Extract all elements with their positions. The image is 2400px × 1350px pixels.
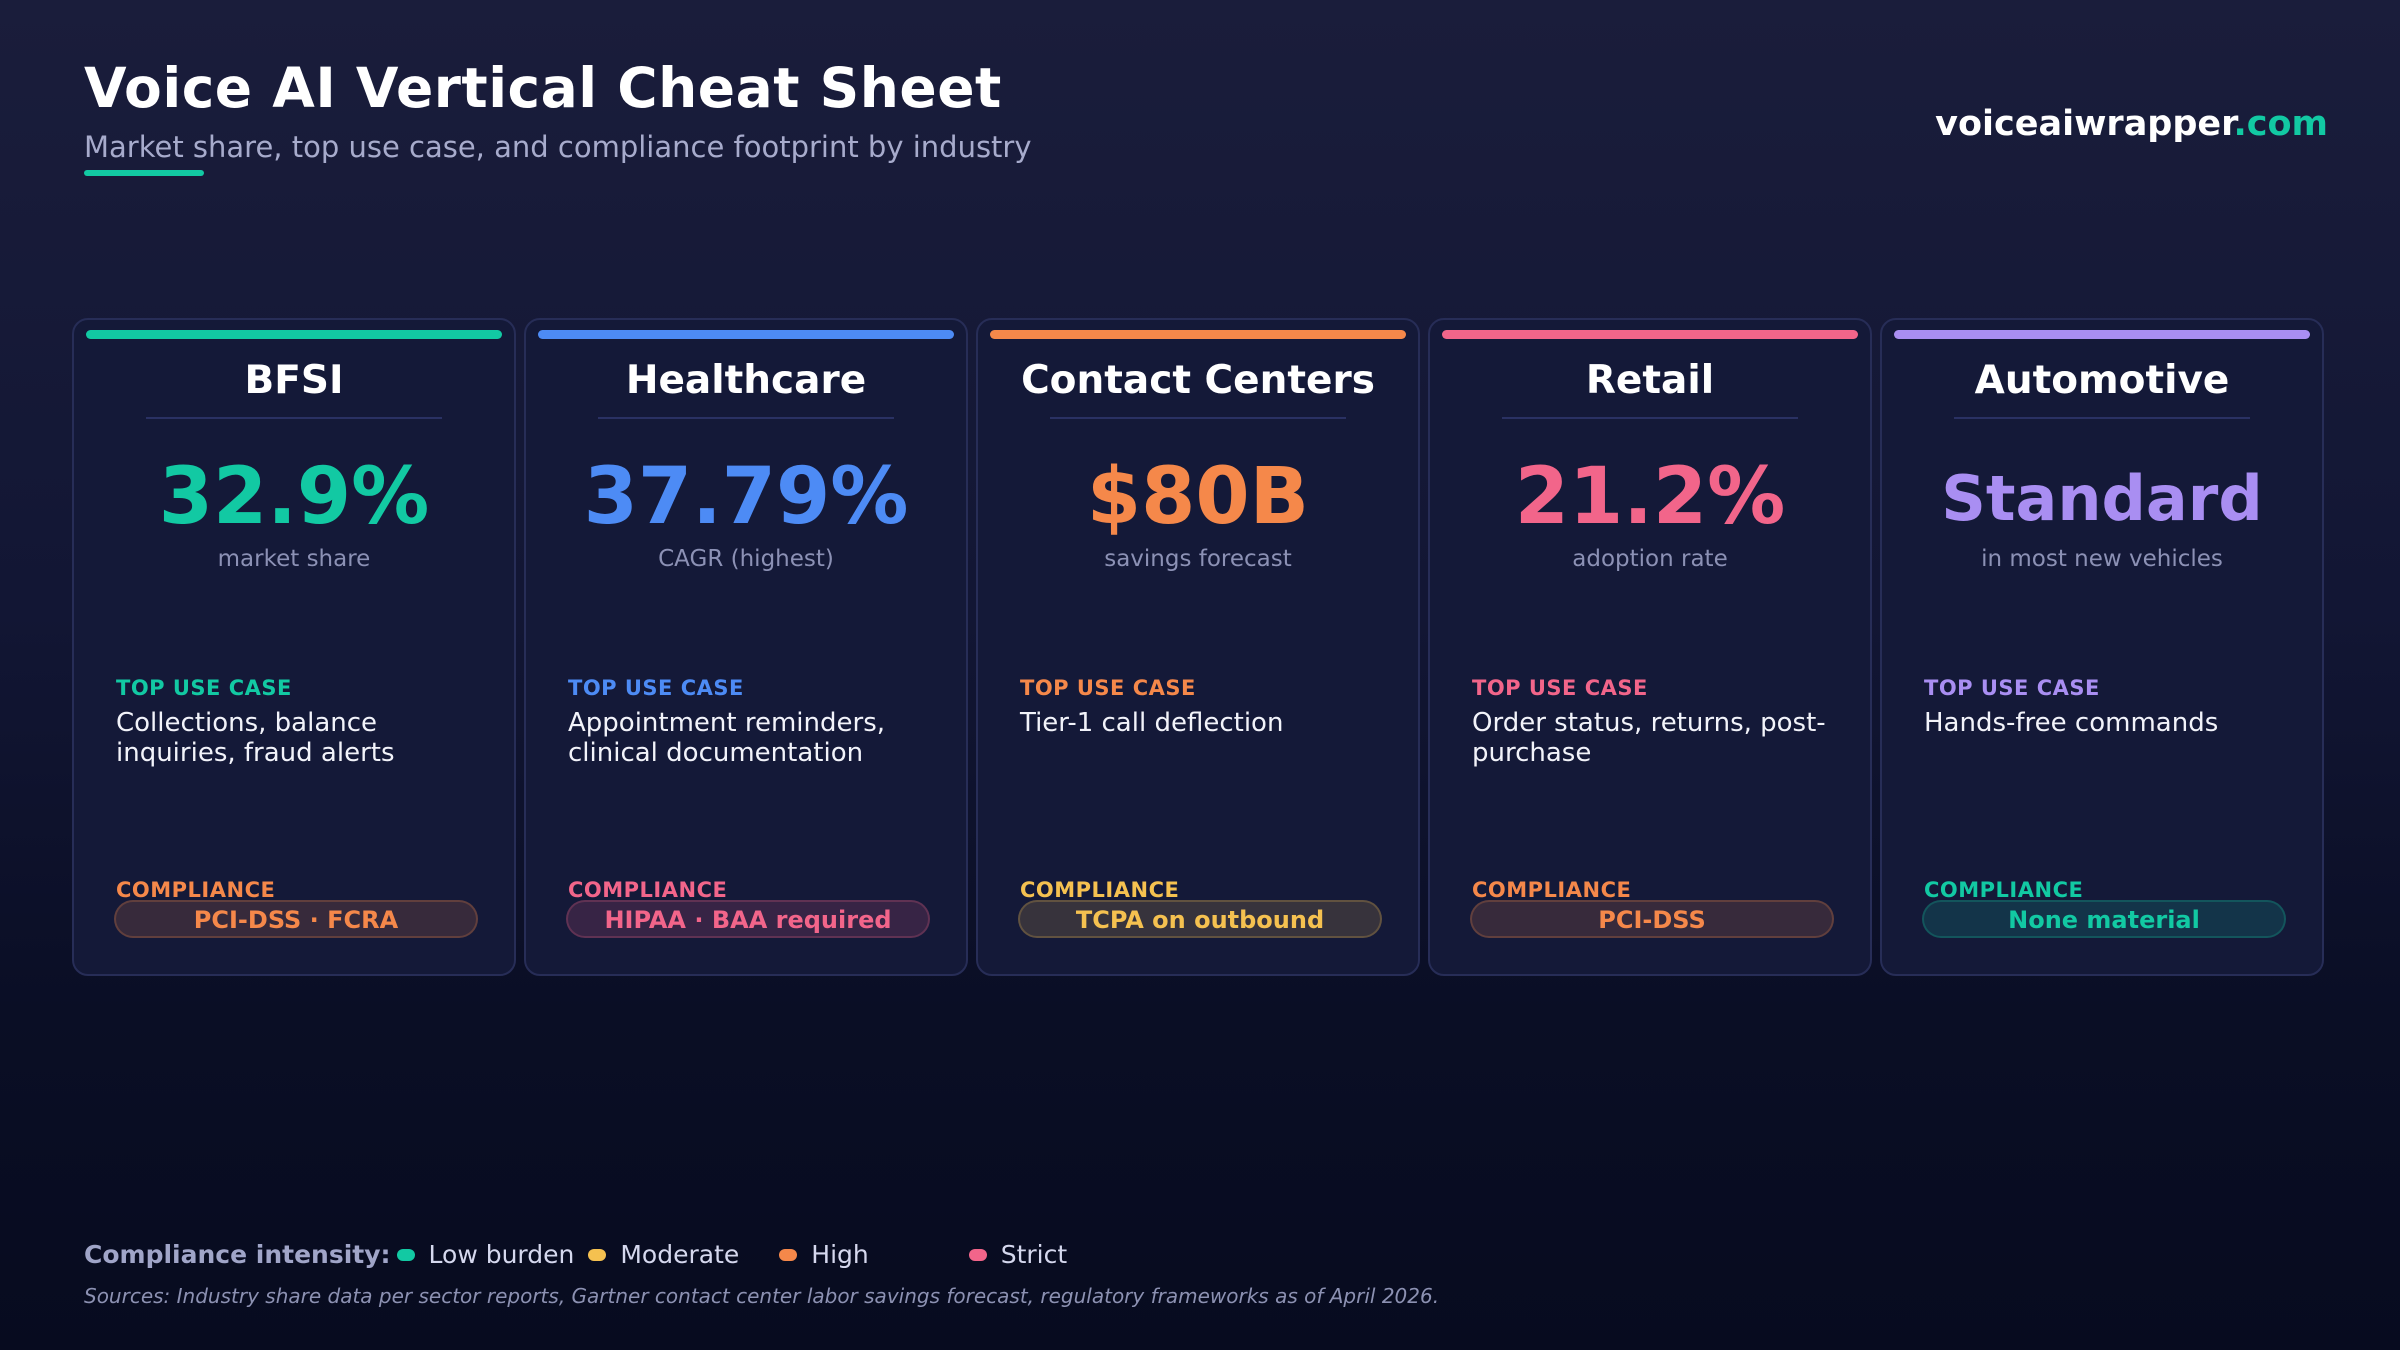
card-divider (146, 417, 442, 419)
legend-label: Moderate (620, 1240, 740, 1269)
card-metric-label: in most new vehicles (1981, 546, 2223, 572)
legend-item-high: High (779, 1240, 869, 1269)
legend-dot (396, 1248, 415, 1261)
legend-item-strict: Strict (968, 1240, 1068, 1269)
use-case-text: Hands-free commands (1924, 708, 2219, 738)
brand-name: voiceaiwrapper (1935, 104, 2234, 144)
card-divider (1050, 417, 1346, 419)
card-automotive: Automotive Standard in most new vehicles… (1880, 318, 2324, 976)
card-metric-label: market share (217, 546, 371, 572)
card-metric: Standard (1941, 462, 2263, 535)
legend-title: Compliance intensity: (84, 1240, 391, 1269)
legend-label: High (811, 1240, 869, 1269)
legend-label: Low burden (428, 1240, 575, 1269)
card-metric-label: CAGR (highest) (658, 546, 834, 572)
use-case-label: TOP USE CASE (1924, 676, 2100, 700)
brand-domain: .com (2233, 104, 2328, 144)
card-bfsi: BFSI 32.9% market share TOP USE CASE Col… (72, 318, 516, 976)
vertical-cards: BFSI 32.9% market share TOP USE CASE Col… (72, 318, 2324, 976)
card-title: Contact Centers (1021, 358, 1375, 403)
card-metric-label: savings forecast (1104, 546, 1292, 572)
compliance-badge: TCPA on outbound (1018, 900, 1382, 938)
compliance-badge: None material (1922, 900, 2286, 938)
legend-item-low: Low burden (396, 1240, 575, 1269)
card-accent-bar (538, 330, 954, 339)
use-case-text: Appointment reminders, clinical document… (568, 708, 886, 768)
legend-dot (779, 1248, 798, 1261)
card-metric-label: adoption rate (1572, 546, 1728, 572)
card-metric: 21.2% (1514, 452, 1786, 542)
use-case-text: Order status, returns, post-purchase (1472, 708, 1826, 768)
card-divider (598, 417, 894, 419)
card-title: Retail (1585, 358, 1715, 403)
page-subtitle: Market share, top use case, and complian… (84, 130, 1032, 164)
legend-label: Strict (1000, 1240, 1068, 1269)
legend-item-moderate: Moderate (588, 1240, 739, 1269)
card-title: Healthcare (625, 358, 867, 403)
card-metric: 32.9% (158, 452, 430, 542)
compliance-label: COMPLIANCE (116, 878, 276, 902)
card-title: Automotive (1974, 358, 2230, 403)
header: Voice AI Vertical Cheat Sheet Market sha… (84, 56, 1032, 176)
card-healthcare: Healthcare 37.79% CAGR (highest) TOP USE… (524, 318, 968, 976)
card-contact-centers: Contact Centers $80B savings forecast TO… (976, 318, 1420, 976)
card-metric: 37.79% (583, 452, 909, 542)
use-case-text: Collections, balance inquiries, fraud al… (116, 708, 395, 768)
compliance-label: COMPLIANCE (1020, 878, 1180, 902)
compliance-badge: PCI-DSS · FCRA (114, 900, 478, 938)
compliance-badge: PCI-DSS (1470, 900, 1834, 938)
compliance-label: COMPLIANCE (568, 878, 728, 902)
use-case-label: TOP USE CASE (568, 676, 744, 700)
use-case-label: TOP USE CASE (116, 676, 292, 700)
card-divider (1502, 417, 1798, 419)
card-retail: Retail 21.2% adoption rate TOP USE CASE … (1428, 318, 1872, 976)
compliance-legend: Compliance intensity: Low burden Moderat… (84, 1240, 1067, 1269)
legend-dot (588, 1248, 607, 1261)
compliance-label: COMPLIANCE (1472, 878, 1632, 902)
card-metric: $80B (1086, 452, 1310, 542)
page-title: Voice AI Vertical Cheat Sheet (84, 56, 1002, 120)
card-accent-bar (1894, 330, 2310, 339)
card-accent-bar (1442, 330, 1858, 339)
use-case-text: Tier-1 call deflection (1020, 708, 1284, 738)
compliance-label: COMPLIANCE (1924, 878, 2084, 902)
brand-logo: voiceaiwrapper.com (1935, 104, 2328, 144)
use-case-label: TOP USE CASE (1472, 676, 1648, 700)
legend-dot (968, 1248, 987, 1261)
sources-note: Sources: Industry share data per sector … (84, 1284, 1440, 1308)
card-divider (1954, 417, 2250, 419)
card-accent-bar (990, 330, 1406, 339)
card-title: BFSI (244, 358, 344, 403)
title-underline (84, 170, 204, 176)
use-case-label: TOP USE CASE (1020, 676, 1196, 700)
card-accent-bar (86, 330, 502, 339)
compliance-badge: HIPAA · BAA required (566, 900, 930, 938)
